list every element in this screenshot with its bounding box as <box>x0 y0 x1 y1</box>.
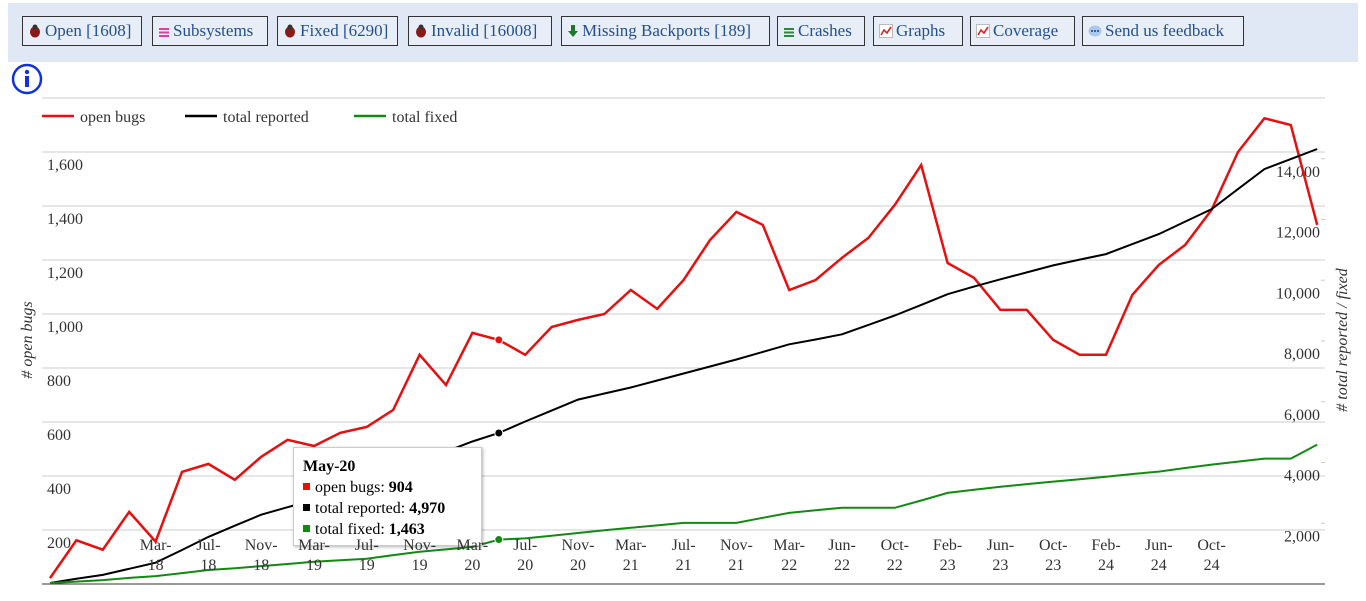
y2-tick-label: 2,000 <box>1284 528 1320 545</box>
y-tick-label: 1,200 <box>47 265 83 282</box>
x-tick-label: Nov-20 <box>561 537 595 574</box>
nav-bar: Open [1608] Subsystems Fixed [6290] Inva… <box>8 3 1358 62</box>
tooltip-swatch <box>303 483 310 490</box>
x-tick-label: Jul-18 <box>196 537 221 574</box>
info-icon[interactable] <box>11 63 43 95</box>
bug-icon <box>30 24 40 38</box>
y2-tick-label: 10,000 <box>1276 285 1320 302</box>
nav-label: Missing Backports [189] <box>582 21 752 40</box>
nav-button[interactable]: Graphs <box>873 16 963 46</box>
tooltip-row: total fixed: 1,463 <box>303 519 472 540</box>
chart-icon <box>879 24 893 38</box>
x-tick-label: Jul-19 <box>354 537 379 574</box>
y-tick-label: 400 <box>47 481 71 498</box>
tooltip: May-20 open bugs: 904 total reported: 4,9… <box>293 447 482 546</box>
tooltip-value: 1,463 <box>388 521 425 538</box>
legend-label: total fixed <box>392 109 457 126</box>
speech-icon <box>1088 25 1102 37</box>
x-tick-label: Jun-23 <box>986 537 1015 574</box>
x-tick-label: Feb-24 <box>1091 537 1121 574</box>
y-tick-label: 800 <box>47 373 71 390</box>
nav-button[interactable]: Crashes <box>777 16 865 46</box>
y-tick-label: 1,600 <box>47 157 83 174</box>
bug-icon <box>416 24 426 38</box>
nav-label: Open [1608] <box>45 21 132 40</box>
hover-point <box>494 428 504 438</box>
x-tick-label: Nov-21 <box>719 537 753 574</box>
tooltip-name: open bugs: <box>315 479 385 496</box>
hover-point <box>494 335 504 345</box>
series-line <box>49 443 1318 584</box>
tooltip-row: open bugs: 904 <box>303 477 472 498</box>
y2-axis-title: # total reported / fixed <box>1334 267 1351 411</box>
x-tick-label: Jul-20 <box>513 537 538 574</box>
nav-label: Graphs <box>896 21 946 40</box>
x-tick-label: Feb-23 <box>932 537 963 574</box>
series-line <box>49 148 1318 584</box>
legend-label: open bugs <box>80 109 145 126</box>
nav-button[interactable]: Open [1608] <box>22 16 142 46</box>
x-tick-label: Mar-19 <box>298 537 330 574</box>
x-tick-label: Mar-21 <box>614 537 647 574</box>
tooltip-row: total reported: 4,970 <box>303 498 472 519</box>
y2-tick-label: 12,000 <box>1276 225 1320 242</box>
x-tick-label: Mar-20 <box>456 537 489 574</box>
legend-label: total reported <box>223 109 309 126</box>
tooltip-name: total reported: <box>315 500 406 517</box>
nav-label: Fixed [6290] <box>300 21 389 40</box>
series-line <box>48 116 1319 579</box>
arrow-icon <box>568 25 578 37</box>
tooltip-value: 904 <box>388 479 413 496</box>
nav-label: Crashes <box>798 21 852 40</box>
y-axis-title: # open bugs <box>19 301 36 378</box>
tooltip-swatch <box>303 525 310 532</box>
nav-label: Coverage <box>993 21 1059 40</box>
tooltip-value: 4,970 <box>409 500 446 517</box>
nav-label: Subsystems <box>173 21 254 40</box>
x-tick-label: Jul-21 <box>671 537 696 574</box>
y-tick-label: 600 <box>47 427 71 444</box>
nav-label: Send us feedback <box>1105 21 1224 40</box>
chart-icon <box>976 24 990 38</box>
x-tick-label: Oct-22 <box>880 537 910 574</box>
list-icon <box>784 28 794 37</box>
nav-button[interactable]: Invalid [16008] <box>408 16 552 46</box>
y-tick-label: 1,000 <box>47 319 83 336</box>
nav-button[interactable]: Send us feedback <box>1082 16 1244 46</box>
nav-button[interactable]: Missing Backports [189] <box>561 16 770 46</box>
x-tick-label: Nov-18 <box>244 537 278 574</box>
nav-label: Invalid [16008] <box>431 21 538 40</box>
tooltip-swatch <box>303 504 310 511</box>
y2-tick-label: 8,000 <box>1284 346 1320 363</box>
x-tick-label: Oct-23 <box>1038 537 1068 574</box>
list-icon <box>159 28 169 37</box>
tooltip-name: total fixed: <box>315 521 385 538</box>
y-tick-label: 200 <box>47 535 71 552</box>
bug-icon <box>285 24 295 38</box>
hover-point <box>494 535 504 545</box>
x-tick-label: Nov-19 <box>403 537 437 574</box>
y2-tick-label: 4,000 <box>1284 468 1320 485</box>
nav-button[interactable]: Fixed [6290] <box>277 16 398 46</box>
y2-tick-label: 14,000 <box>1276 164 1320 181</box>
y2-tick-label: 6,000 <box>1284 407 1320 424</box>
tooltip-title: May-20 <box>303 458 356 475</box>
x-tick-label: Oct-24 <box>1197 537 1226 574</box>
x-tick-label: Jun-24 <box>1145 537 1173 574</box>
x-tick-label: Mar-18 <box>139 537 172 574</box>
y-tick-label: 1,400 <box>47 211 83 228</box>
x-tick-label: Jun-22 <box>828 537 856 574</box>
nav-button[interactable]: Coverage <box>970 16 1075 46</box>
x-tick-label: Mar-22 <box>773 537 806 574</box>
nav-button[interactable]: Subsystems <box>152 16 268 46</box>
